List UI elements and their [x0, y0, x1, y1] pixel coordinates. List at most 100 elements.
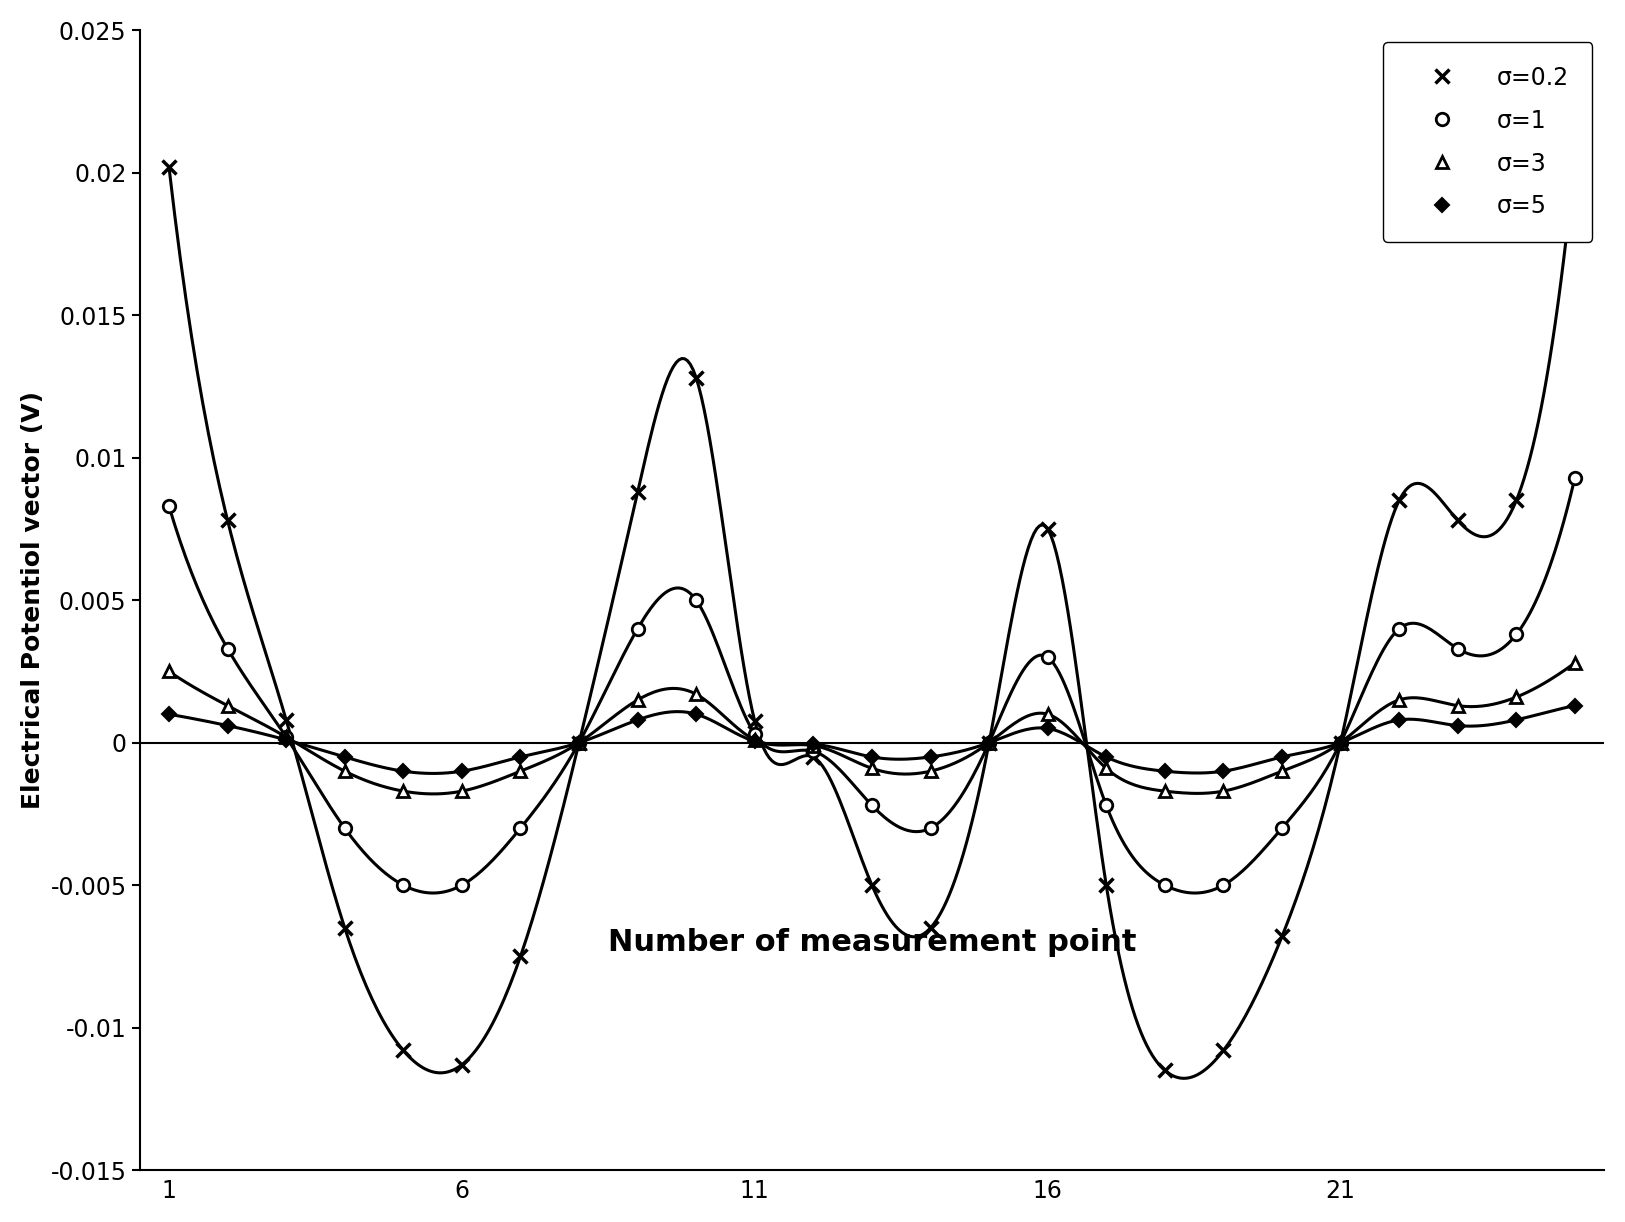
σ=0.2 — [1389, 494, 1409, 508]
Text: 1: 1 — [161, 1179, 177, 1202]
Legend: σ=0.2, σ=1, σ=3, σ=5: σ=0.2, σ=1, σ=3, σ=5 — [1383, 42, 1592, 242]
Line: σ=1: σ=1 — [162, 472, 1581, 891]
σ=0.2 — [980, 736, 999, 750]
σ=1 — [1565, 470, 1584, 485]
σ=3 — [744, 732, 764, 747]
σ=0.2 — [218, 513, 237, 528]
σ=1 — [393, 877, 413, 892]
σ=1 — [1097, 798, 1116, 813]
σ=0.2 — [1331, 736, 1350, 750]
σ=3 — [452, 783, 471, 798]
σ=1 — [1506, 627, 1526, 642]
σ=0.2 — [1506, 494, 1526, 508]
σ=5 — [1155, 764, 1175, 778]
σ=5 — [744, 734, 764, 749]
σ=3 — [627, 693, 647, 708]
σ=1 — [159, 499, 179, 513]
σ=0.2 — [1565, 152, 1584, 166]
σ=3 — [686, 687, 705, 701]
σ=1 — [1389, 621, 1409, 635]
σ=1 — [863, 798, 882, 813]
σ=0.2 — [569, 736, 588, 750]
σ=5 — [335, 749, 354, 764]
σ=0.2 — [744, 714, 764, 728]
σ=5 — [804, 737, 824, 752]
σ=3 — [393, 783, 413, 798]
Text: 16: 16 — [1034, 1179, 1063, 1202]
σ=3 — [335, 764, 354, 778]
Text: 11: 11 — [739, 1179, 770, 1202]
σ=5 — [627, 712, 647, 727]
σ=5 — [1389, 712, 1409, 727]
σ=5 — [1214, 764, 1233, 778]
σ=5 — [569, 736, 588, 750]
σ=1 — [1331, 736, 1350, 750]
σ=1 — [335, 821, 354, 836]
σ=5 — [1331, 736, 1350, 750]
σ=3 — [569, 736, 588, 750]
σ=5 — [1272, 749, 1292, 764]
σ=5 — [452, 764, 471, 778]
Line: σ=3: σ=3 — [162, 656, 1581, 798]
σ=1 — [1155, 877, 1175, 892]
σ=5 — [686, 706, 705, 721]
σ=3 — [276, 730, 296, 744]
σ=1 — [1038, 650, 1058, 665]
σ=0.2 — [393, 1044, 413, 1058]
σ=0.2 — [1272, 929, 1292, 943]
σ=5 — [510, 749, 530, 764]
σ=1 — [452, 877, 471, 892]
σ=1 — [569, 736, 588, 750]
σ=3 — [1506, 689, 1526, 704]
σ=0.2 — [863, 877, 882, 892]
σ=3 — [1331, 736, 1350, 750]
σ=3 — [980, 736, 999, 750]
σ=3 — [1272, 764, 1292, 778]
σ=0.2 — [627, 485, 647, 500]
σ=5 — [393, 764, 413, 778]
σ=1 — [804, 744, 824, 759]
σ=3 — [1389, 693, 1409, 708]
σ=1 — [1272, 821, 1292, 836]
σ=3 — [863, 761, 882, 776]
σ=0.2 — [452, 1057, 471, 1072]
σ=0.2 — [1097, 877, 1116, 892]
σ=3 — [1155, 783, 1175, 798]
σ=5 — [1506, 712, 1526, 727]
σ=3 — [510, 764, 530, 778]
σ=5 — [921, 749, 941, 764]
σ=0.2 — [1038, 522, 1058, 536]
σ=1 — [276, 730, 296, 744]
σ=0.2 — [1448, 513, 1467, 528]
Text: 6: 6 — [455, 1179, 470, 1202]
σ=0.2 — [335, 920, 354, 935]
σ=1 — [510, 821, 530, 836]
σ=5 — [1565, 698, 1584, 712]
σ=1 — [1448, 642, 1467, 656]
σ=1 — [218, 642, 237, 656]
σ=3 — [1214, 783, 1233, 798]
σ=3 — [1448, 698, 1467, 712]
σ=3 — [1097, 761, 1116, 776]
σ=3 — [804, 738, 824, 753]
Text: Number of measurement point: Number of measurement point — [608, 927, 1136, 957]
σ=1 — [686, 593, 705, 607]
σ=0.2 — [159, 160, 179, 175]
σ=0.2 — [1155, 1063, 1175, 1078]
Text: 21: 21 — [1326, 1179, 1355, 1202]
σ=5 — [980, 736, 999, 750]
σ=0.2 — [921, 920, 941, 935]
Y-axis label: Electrical Potentiol vector (V): Electrical Potentiol vector (V) — [21, 391, 46, 809]
σ=5 — [276, 732, 296, 747]
σ=0.2 — [276, 712, 296, 727]
σ=1 — [1214, 877, 1233, 892]
σ=3 — [1038, 706, 1058, 721]
σ=3 — [921, 764, 941, 778]
σ=0.2 — [804, 749, 824, 764]
Line: σ=0.2: σ=0.2 — [162, 152, 1581, 1078]
σ=5 — [159, 706, 179, 721]
σ=0.2 — [686, 370, 705, 385]
σ=5 — [863, 749, 882, 764]
σ=3 — [159, 664, 179, 678]
σ=5 — [218, 719, 237, 733]
